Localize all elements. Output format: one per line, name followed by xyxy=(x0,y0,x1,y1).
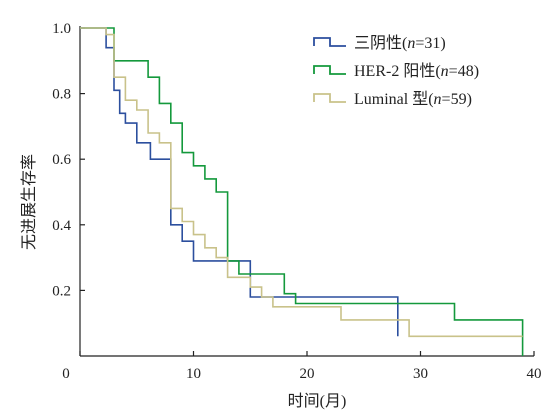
legend-label: HER-2 阳性(n=48) xyxy=(354,62,479,80)
x-tick-label: 30 xyxy=(413,366,428,382)
series-layer xyxy=(80,27,524,356)
legend: 三阴性(n=31) HER-2 阳性(n=48) Luminal 型(n=59) xyxy=(313,34,479,108)
y-tick-label: 0.2 xyxy=(52,283,71,299)
series-line-2 xyxy=(80,27,524,356)
series-line-1 xyxy=(80,27,399,337)
x-axis-title: 时间(月) xyxy=(288,392,347,410)
legend-item-1: 三阴性(n=31) xyxy=(313,34,446,52)
y-tick-label: 0.6 xyxy=(52,152,71,168)
legend-label: 三阴性(n=31) xyxy=(354,34,446,52)
x-tick-label: 20 xyxy=(300,366,315,382)
x-tick-label: 10 xyxy=(186,366,201,382)
legend-label: Luminal 型(n=59) xyxy=(354,90,472,108)
y-tick-label: 1.0 xyxy=(52,21,71,37)
y-tick-label: 0.8 xyxy=(52,87,71,103)
axes-layer: 0 10 20 30 40 0.2 0.4 0.6 0.8 1.0 xyxy=(52,21,541,382)
y-tick-label: 0.4 xyxy=(52,218,71,234)
legend-item-2: HER-2 阳性(n=48) xyxy=(313,62,479,80)
legend-swatch xyxy=(313,37,346,47)
legend-swatch xyxy=(313,65,346,75)
y-axis-title: 无进展生存率 xyxy=(20,154,38,250)
legend-item-3: Luminal 型(n=59) xyxy=(313,90,472,108)
series-line-3 xyxy=(80,27,523,338)
x-tick-label: 0 xyxy=(62,366,70,382)
legend-swatch xyxy=(313,93,346,103)
x-tick-label: 40 xyxy=(527,366,542,382)
